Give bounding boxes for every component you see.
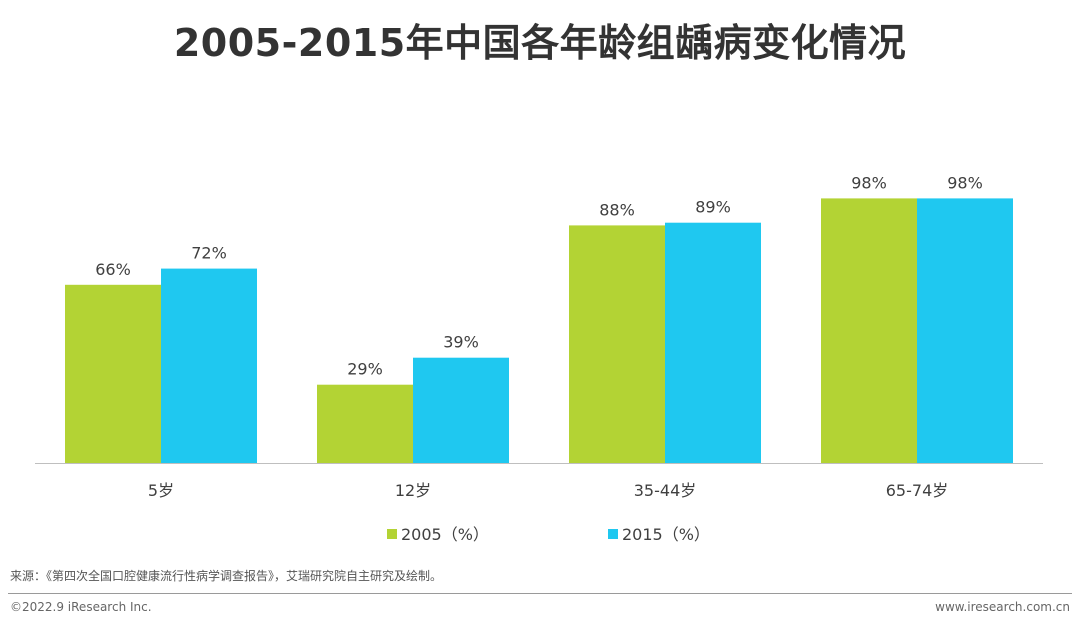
- source-note: 来源：《第四次全国口腔健康流行性病学调查报告》，艾瑞研究院自主研究及绘制。: [10, 569, 443, 583]
- data-label: 98%: [947, 173, 983, 192]
- bar-2-1: [161, 268, 257, 463]
- data-label: 39%: [443, 333, 479, 352]
- legend-swatch: [387, 529, 397, 539]
- legend-swatch: [608, 529, 618, 539]
- data-label: 98%: [851, 173, 887, 192]
- data-label: 66%: [95, 260, 131, 279]
- copyright-text: ©2022.9 iResearch Inc.: [10, 600, 152, 614]
- bar-1-1: [65, 284, 161, 463]
- bar-1-3: [569, 225, 665, 463]
- website-link[interactable]: www.iresearch.com.cn: [935, 600, 1070, 614]
- bar-chart: 66% 72% 5岁 29% 39% 12岁 88% 89% 35-44岁 98% 98% 65-74…: [35, 173, 1043, 544]
- bar-2-2: [413, 357, 509, 463]
- footer-divider: [8, 593, 1072, 594]
- data-label: 88%: [599, 200, 635, 219]
- legend-label: 2005（%）: [401, 525, 489, 544]
- category-label: 35-44岁: [634, 481, 697, 500]
- legend-label: 2015（%）: [622, 525, 710, 544]
- bar-2-4: [917, 198, 1013, 463]
- category-label: 12岁: [395, 481, 431, 500]
- data-label: 29%: [347, 360, 383, 379]
- chart-title: 2005-2015年中国各年龄组龋病变化情况: [173, 21, 907, 65]
- data-label: 72%: [191, 244, 227, 263]
- data-label: 89%: [695, 198, 731, 217]
- bar-2-3: [665, 222, 761, 463]
- category-label: 65-74岁: [886, 481, 949, 500]
- category-label: 5岁: [148, 481, 174, 500]
- bar-1-4: [821, 198, 917, 463]
- bar-1-2: [317, 384, 413, 463]
